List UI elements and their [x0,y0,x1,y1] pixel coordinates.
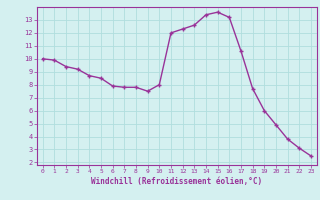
X-axis label: Windchill (Refroidissement éolien,°C): Windchill (Refroidissement éolien,°C) [91,177,262,186]
